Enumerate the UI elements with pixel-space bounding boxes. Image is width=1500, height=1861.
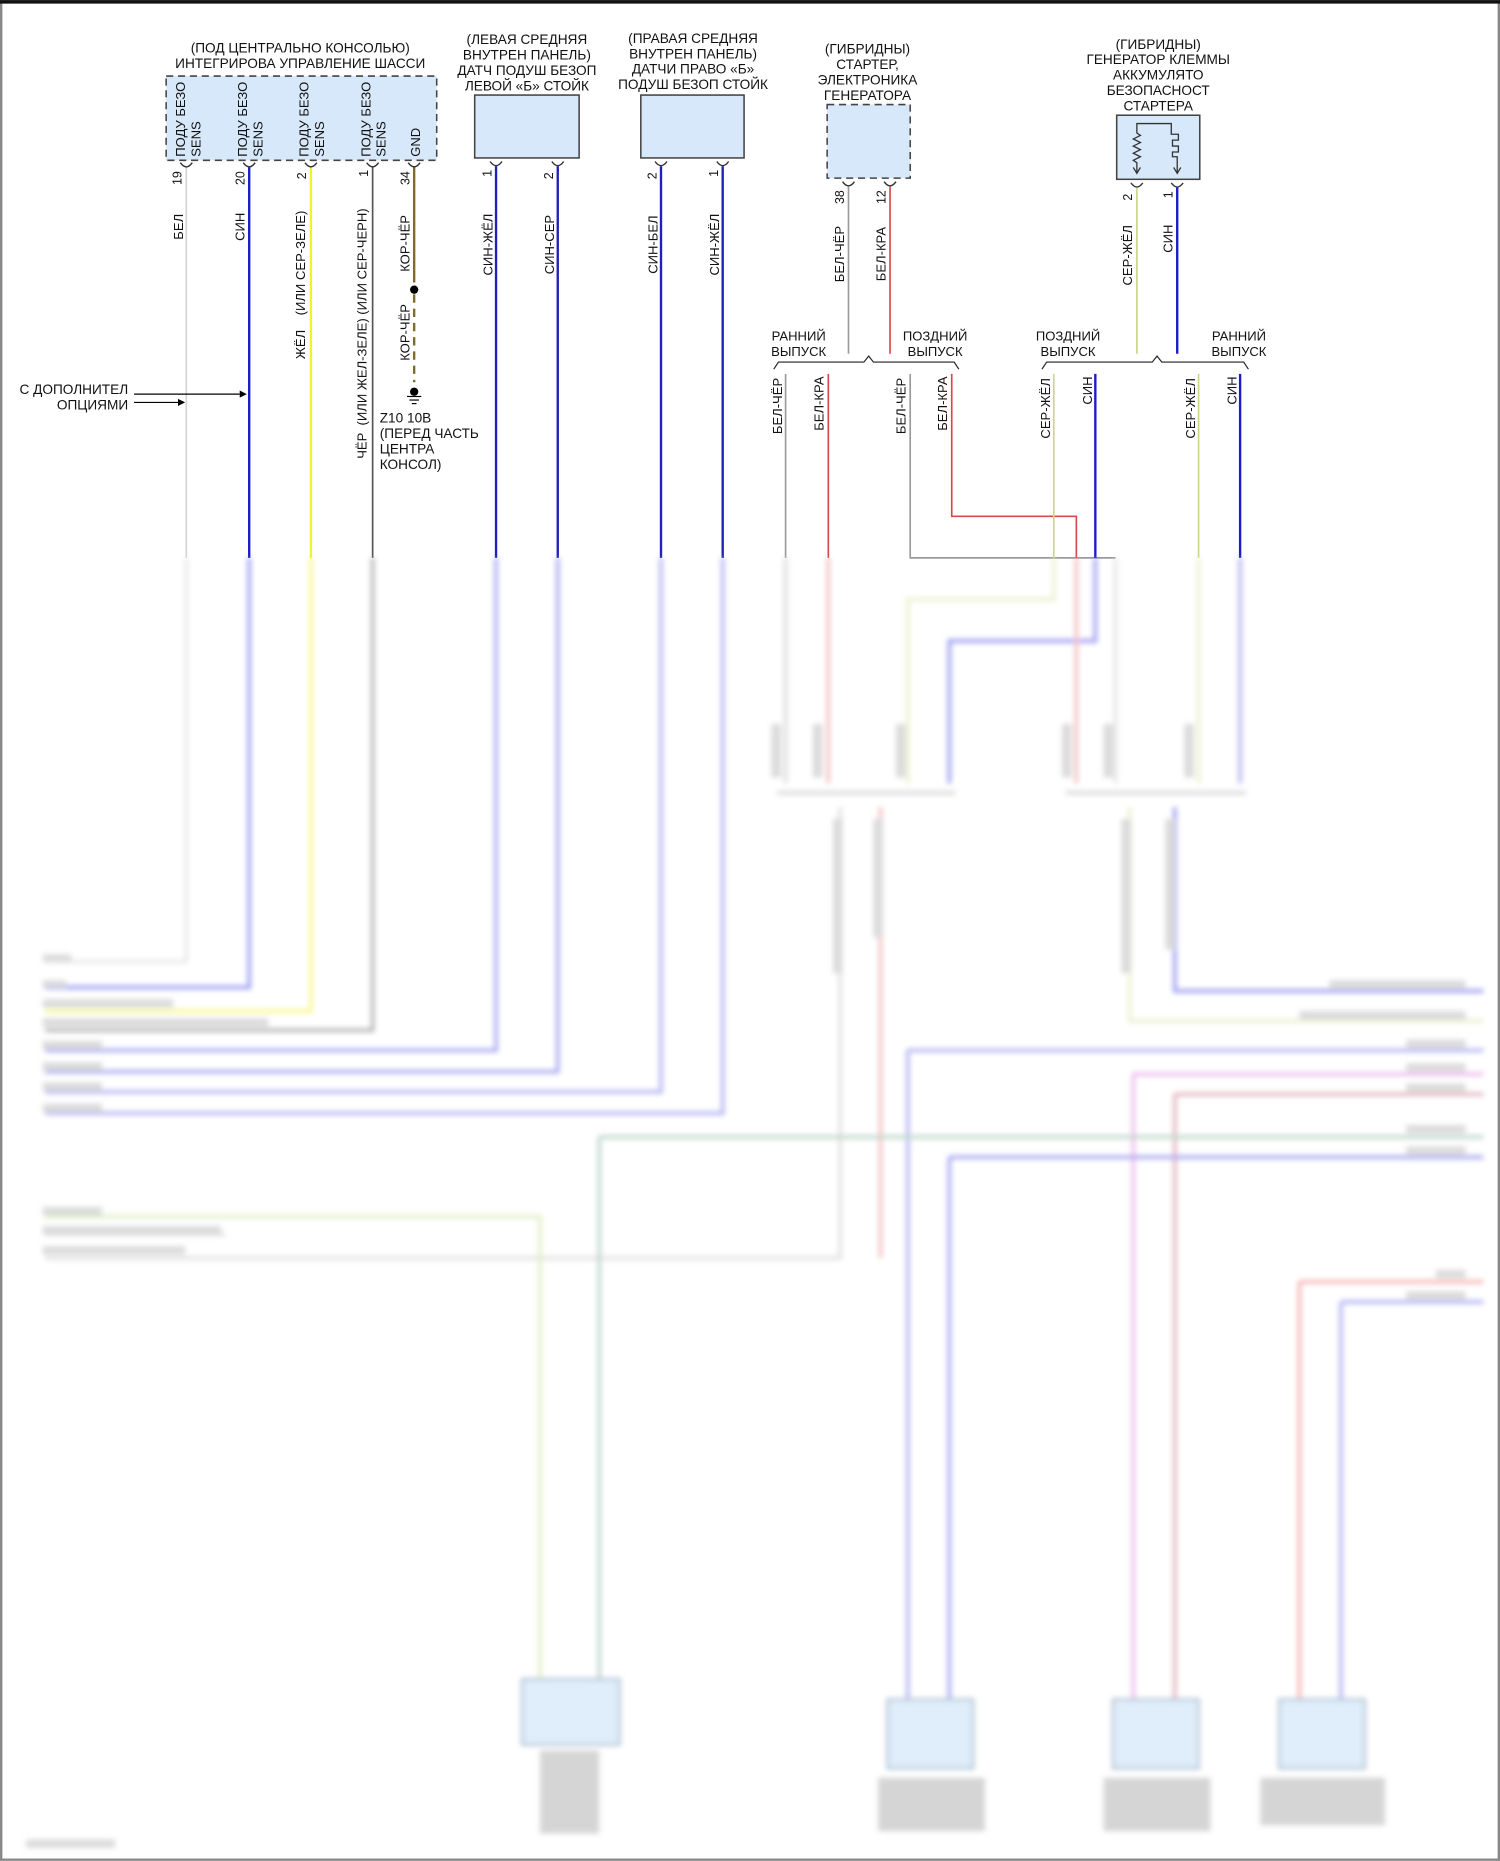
chassis-control-module: (ПОД ЦЕНТРАЛЬНО КОНСОЛЬЮ) ИНТЕГРИРОВА УП… — [165, 40, 438, 558]
module-title: ДАТЧИ ПРАВО «Б» — [632, 62, 755, 77]
wire-label: БЕЛ-ЧЁР — [893, 378, 908, 435]
module-title: (ПРАВАЯ СРЕДНЯЯ — [628, 31, 758, 46]
pin-function: ПОДУ БЕЗО — [173, 82, 188, 157]
module-title: ВНУТРЕН ПАНЕЛЬ) — [463, 47, 591, 62]
pin-number: 38 — [833, 190, 847, 204]
pin-function: SENS — [189, 121, 204, 157]
wire-label: БЕЛ-КРА — [873, 227, 888, 282]
pin-number: 12 — [874, 190, 888, 204]
late-release-label: ПОЗДНИЙ ВЫПУСК — [903, 329, 967, 359]
pin-number: 1 — [1161, 191, 1175, 198]
wire-label: ЧЁР (ИЛИ ЖЕЛ-ЗЕЛЕ) (ИЛИ СЕР-ЧЕРН) — [355, 208, 370, 458]
connector-pins: 19 20 2 1 34 — [171, 162, 421, 185]
wire-label: СИН — [1160, 225, 1175, 253]
pin-number: 2 — [295, 172, 309, 179]
chassis-module-box[interactable] — [165, 75, 438, 162]
pin-number: 2 — [542, 172, 556, 179]
pin-function: ПОДУ БЕЗО — [297, 82, 312, 157]
module-title: ИНТЕГРИРОВА УПРАВЛЕНИЕ ШАССИ — [175, 56, 425, 71]
module-title: (ГИБРИДНЫ) — [1116, 37, 1201, 52]
module-title: ГЕНЕРАТОР КЛЕММЫ — [1086, 52, 1230, 67]
wire-label: СЕР-ЖЁЛ — [1120, 225, 1135, 286]
note-text: (ПЕРЕД ЧАСТЬ — [380, 426, 479, 441]
module-title: ЭЛЕКТРОНИКА — [818, 72, 919, 87]
wire-label: СИН — [1080, 376, 1095, 404]
pin-number: 2 — [1121, 194, 1135, 201]
ground-icon — [407, 387, 422, 405]
hybrid-battery-terminal: (ГИБРИДНЫ) ГЕНЕРАТОР КЛЕММЫ АККУМУЛЯТО Б… — [1038, 37, 1249, 558]
module-title: СТАРТЕРА — [1123, 98, 1193, 113]
wire-label: СИН-СЕР — [542, 215, 557, 275]
pin-number: 1 — [480, 170, 494, 177]
pin-function: SENS — [250, 121, 265, 157]
wire-label: СИН — [1225, 376, 1240, 404]
early-release-label: РАННИЙ ВЫПУСК — [771, 329, 826, 359]
module-title: ПОДУШ БЕЗОП СТОЙК — [618, 77, 768, 92]
wire-label: БЕЛ-ЧЁР — [770, 378, 785, 435]
module-title: ВНУТРЕН ПАНЕЛЬ) — [629, 46, 757, 61]
wire-label: БЕЛ-КРА — [812, 376, 827, 431]
wire-label: БЕЛ-ЧЁР — [832, 226, 847, 283]
pin-number: 20 — [233, 171, 247, 185]
note-text: ЦЕНТРА — [380, 441, 436, 456]
note-text: С ДОПОЛНИТЕЛ — [20, 382, 129, 397]
blurred-lower-diagram — [26, 557, 1484, 1848]
hybrid-starter-generator-electronics: (ГИБРИДНЫ) СТАРТЕР, ЭЛЕКТРОНИКА ГЕНЕРАТО… — [770, 42, 1116, 559]
wire-label: СЕР-ЖЁЛ — [1038, 378, 1053, 438]
note-text: КОНСОЛ) — [380, 457, 442, 472]
pin-function: ПОДУ БЕЗО — [235, 82, 250, 157]
left-sensor-box[interactable] — [473, 94, 580, 159]
wire-label: СИН-ЖЁЛ — [480, 214, 495, 276]
pin-function: SENS — [374, 121, 389, 157]
wire-label: КОР-ЧЁР — [397, 304, 412, 361]
pin-function: ПОДУ БЕЗО — [358, 82, 373, 157]
pin-number: 34 — [398, 171, 412, 185]
pin-number: 1 — [707, 170, 721, 177]
wire-label: БЕЛ — [171, 214, 186, 240]
wire-label: СИН-ЖЁЛ — [707, 214, 722, 276]
early-release-label: РАННИЙ ВЫПУСК — [1211, 329, 1266, 359]
wire-label: СИН — [232, 213, 247, 241]
pin-number: 19 — [171, 171, 185, 185]
resistor-fuse-icon — [1131, 122, 1182, 175]
note-text: Z10 10B — [380, 411, 432, 426]
options-note: С ДОПОЛНИТЕЛ ОПЦИЯМИ — [20, 382, 247, 413]
wire-white-red-late[interactable] — [950, 373, 1078, 558]
module-title: ЛЕВОЙ «Б» СТОЙК — [465, 78, 589, 93]
pin-number: 1 — [357, 170, 371, 177]
module-title: (ЛЕВАЯ СРЕДНЯЯ — [467, 32, 588, 47]
ground-note: Z10 10B (ПЕРЕД ЧАСТЬ ЦЕНТРА КОНСОЛ) — [380, 411, 479, 472]
note-text: ОПЦИЯМИ — [57, 398, 128, 413]
wire-label: БЕЛ-КРА — [935, 376, 950, 431]
wire-label: СЕР-ЖЁЛ — [1183, 378, 1198, 438]
wire-label: КОР-ЧЁР — [397, 215, 412, 272]
module-title: БЕЗОПАСНОСТ — [1107, 83, 1211, 98]
module-title: (ГИБРИДНЫ) — [825, 42, 910, 57]
pin-function: SENS — [312, 121, 327, 157]
module-title: (ПОД ЦЕНТРАЛЬНО КОНСОЛЬЮ) — [191, 40, 410, 55]
wire-white-black-late[interactable] — [909, 373, 1116, 559]
pin-function: GND — [408, 128, 423, 157]
late-release-label: ПОЗДНИЙ ВЫПУСК — [1036, 329, 1100, 359]
starter-electronics-box[interactable] — [826, 103, 911, 179]
pin-number: 2 — [645, 172, 659, 179]
splice-dot — [410, 285, 419, 294]
brace-icon — [773, 355, 960, 370]
right-sensor-box[interactable] — [640, 94, 745, 159]
wire-label: СИН-БЕЛ — [645, 215, 660, 273]
right-b-pillar-sensor: (ПРАВАЯ СРЕДНЯЯ ВНУТРЕН ПАНЕЛЬ) ДАТЧИ ПР… — [618, 31, 768, 558]
module-title: ДАТЧ ПОДУШ БЕЗОП — [457, 63, 596, 78]
left-b-pillar-sensor: (ЛЕВАЯ СРЕДНЯЯ ВНУТРЕН ПАНЕЛЬ) ДАТЧ ПОДУ… — [457, 32, 596, 558]
battery-terminal-box[interactable] — [1115, 114, 1201, 181]
arrow-head-icon — [239, 390, 247, 398]
module-title: АККУМУЛЯТО — [1113, 68, 1203, 83]
wire-label: ЖЁЛ (ИЛИ СЕР-ЗЕЛЕ) — [293, 211, 308, 359]
arrow-head-icon — [178, 398, 186, 406]
brace-icon — [1041, 355, 1249, 370]
module-title: ГЕНЕРАТОРА — [824, 88, 912, 103]
module-title: СТАРТЕР, — [836, 57, 899, 72]
